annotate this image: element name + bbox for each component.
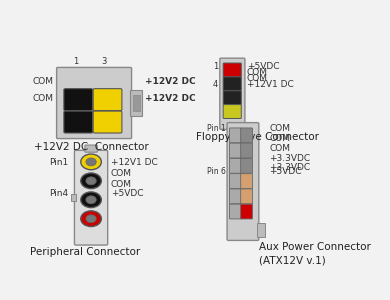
Text: 4: 4: [213, 80, 218, 89]
FancyBboxPatch shape: [223, 91, 241, 105]
Circle shape: [81, 211, 101, 226]
Circle shape: [86, 215, 96, 223]
Text: 1: 1: [73, 57, 78, 66]
FancyBboxPatch shape: [64, 111, 92, 133]
Text: +5VDC: +5VDC: [111, 189, 143, 198]
FancyBboxPatch shape: [93, 111, 122, 133]
Text: Pin 1: Pin 1: [207, 124, 225, 134]
Text: Aux Power Connector
(ATX12V v.1): Aux Power Connector (ATX12V v.1): [259, 242, 370, 266]
Text: COM: COM: [32, 94, 53, 103]
Text: COM: COM: [247, 74, 268, 83]
Text: Pin4: Pin4: [49, 189, 68, 198]
Circle shape: [81, 173, 101, 189]
Text: +3.3VDC: +3.3VDC: [269, 163, 310, 172]
Text: Peripheral Connector: Peripheral Connector: [30, 248, 140, 257]
Bar: [133, 95, 140, 111]
FancyBboxPatch shape: [223, 63, 241, 77]
FancyBboxPatch shape: [74, 150, 108, 245]
FancyBboxPatch shape: [227, 123, 259, 240]
Text: COM: COM: [269, 124, 291, 134]
Text: COM: COM: [269, 144, 291, 153]
FancyBboxPatch shape: [241, 189, 252, 204]
FancyBboxPatch shape: [223, 77, 241, 91]
Text: Pin1: Pin1: [49, 158, 68, 167]
Text: COM: COM: [247, 68, 268, 77]
FancyBboxPatch shape: [241, 158, 252, 173]
FancyBboxPatch shape: [229, 128, 241, 143]
Circle shape: [86, 196, 96, 204]
Circle shape: [81, 154, 101, 170]
Text: COM: COM: [111, 180, 132, 189]
Circle shape: [81, 192, 101, 208]
Text: +5VDC: +5VDC: [247, 62, 279, 71]
FancyBboxPatch shape: [241, 128, 252, 143]
FancyBboxPatch shape: [220, 58, 245, 129]
Text: +12V2 DC: +12V2 DC: [145, 77, 196, 86]
Bar: [257, 223, 265, 237]
Text: 1: 1: [213, 62, 218, 71]
FancyBboxPatch shape: [229, 174, 241, 188]
FancyBboxPatch shape: [57, 68, 131, 139]
Circle shape: [86, 158, 96, 166]
FancyBboxPatch shape: [241, 143, 252, 158]
FancyBboxPatch shape: [229, 158, 241, 173]
FancyBboxPatch shape: [241, 174, 252, 188]
Bar: [130, 90, 142, 116]
Text: +12V1 DC: +12V1 DC: [111, 158, 158, 167]
FancyBboxPatch shape: [241, 204, 252, 219]
Text: COM: COM: [32, 77, 53, 86]
Text: Pin 6: Pin 6: [207, 167, 225, 176]
Text: COM: COM: [111, 169, 132, 178]
FancyBboxPatch shape: [223, 105, 241, 118]
Text: +3.3VDC: +3.3VDC: [269, 154, 310, 163]
FancyBboxPatch shape: [229, 143, 241, 158]
FancyBboxPatch shape: [64, 89, 92, 111]
Text: COM: COM: [269, 134, 291, 143]
Circle shape: [86, 177, 96, 185]
Text: 3: 3: [101, 57, 107, 66]
Bar: [71, 194, 76, 201]
Text: +12V2 DC: +12V2 DC: [145, 94, 196, 103]
Text: +12V2 DC  Connector: +12V2 DC Connector: [34, 142, 149, 152]
FancyBboxPatch shape: [85, 145, 97, 152]
Text: +12V1 DC: +12V1 DC: [247, 80, 293, 89]
Text: Floppy Drive Connector: Floppy Drive Connector: [196, 132, 319, 142]
FancyBboxPatch shape: [229, 204, 241, 219]
FancyBboxPatch shape: [93, 89, 122, 111]
FancyBboxPatch shape: [229, 189, 241, 204]
Text: +5VDC: +5VDC: [269, 167, 302, 176]
